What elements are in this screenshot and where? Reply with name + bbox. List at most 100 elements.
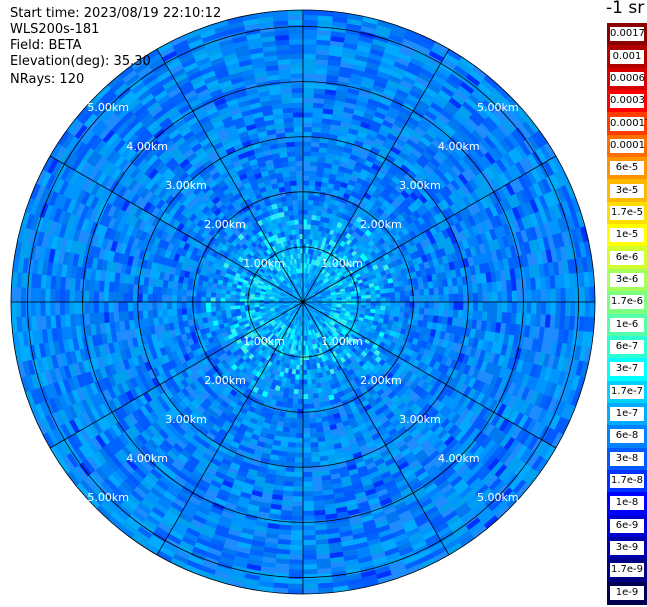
heatmap-cell <box>467 283 474 294</box>
heatmap-cell <box>195 295 202 303</box>
heatmap-cell <box>365 298 372 303</box>
heatmap-cell <box>429 294 435 303</box>
heatmap-cell <box>117 291 124 303</box>
heatmap-cell <box>161 286 168 296</box>
heatmap-cell <box>294 146 304 152</box>
heatmap-cell <box>302 423 310 429</box>
heatmap-cell <box>151 301 158 311</box>
heatmap-cell <box>293 121 304 128</box>
heatmap-cell <box>302 233 307 240</box>
heatmap-cell <box>310 146 320 153</box>
heatmap-cell <box>302 418 310 424</box>
heatmap-cell <box>181 307 188 315</box>
heatmap-cell <box>147 301 153 311</box>
heatmap-cell <box>132 292 139 303</box>
heatmap-cell <box>127 301 134 312</box>
heatmap-cell <box>302 389 309 395</box>
heatmap-cell <box>166 287 173 296</box>
heatmap-cell <box>302 442 311 449</box>
heatmap-cell <box>452 285 459 295</box>
heatmap-cell <box>310 456 321 463</box>
heatmap-cell <box>414 301 421 309</box>
heatmap-cell <box>294 150 304 157</box>
heatmap-cell <box>419 295 425 303</box>
heatmap-cell <box>220 305 226 311</box>
heatmap-cell <box>286 451 296 458</box>
heatmap-cell <box>291 398 299 405</box>
heatmap-cell <box>307 388 313 395</box>
heatmap-cell <box>443 294 450 303</box>
heatmap-cell <box>438 294 445 303</box>
heatmap-cell <box>295 228 300 235</box>
heatmap-cell <box>302 102 315 108</box>
heatmap-cell <box>190 307 197 314</box>
heatmap-cell <box>286 151 296 158</box>
heatmap-cell <box>458 293 464 303</box>
heatmap-cell <box>302 209 309 215</box>
heatmap-cell <box>224 297 231 303</box>
heatmap-cell <box>293 126 304 133</box>
heatmap-cell <box>288 432 297 439</box>
heatmap-cell <box>108 291 114 303</box>
heatmap-cell <box>190 301 197 309</box>
heatmap-cell <box>229 301 236 307</box>
heatmap-cell <box>428 288 435 296</box>
heatmap-cell <box>433 301 440 310</box>
heatmap-cell <box>302 116 314 123</box>
heatmap-cell <box>399 291 406 298</box>
heatmap-cell <box>289 417 298 424</box>
heatmap-cell <box>290 413 298 419</box>
heatmap-cell <box>487 301 494 313</box>
heatmap-cell <box>132 301 139 312</box>
heatmap-cell <box>302 369 308 376</box>
heatmap-cell <box>302 111 314 118</box>
heatmap-cell <box>302 496 314 502</box>
heatmap-cell <box>310 151 320 158</box>
heatmap-cell <box>297 199 304 206</box>
heatmap-cell <box>309 437 319 444</box>
heatmap-cell <box>302 189 310 196</box>
heatmap-cell <box>297 194 304 201</box>
heatmap-cell <box>289 175 298 182</box>
heatmap-cell <box>452 309 459 319</box>
heatmap-cell <box>443 301 450 311</box>
heatmap-cell <box>399 306 406 314</box>
heatmap-cell <box>302 471 313 478</box>
heatmap-cell <box>152 309 159 319</box>
heatmap-cell <box>302 364 307 371</box>
heatmap-cell <box>156 286 163 295</box>
heatmap-cell <box>302 155 312 162</box>
heatmap-cell <box>297 209 304 215</box>
heatmap-cell <box>215 305 221 312</box>
heatmap-cell <box>210 301 216 308</box>
heatmap-cell <box>294 447 304 454</box>
heatmap-cell <box>310 446 320 453</box>
heatmap-cell <box>103 301 109 313</box>
heatmap-cell <box>310 378 317 385</box>
heatmap-cell <box>290 185 298 191</box>
heatmap-cell <box>302 180 310 186</box>
heatmap-cell <box>408 284 415 292</box>
heatmap-cell <box>296 180 304 186</box>
heatmap-cell <box>307 393 314 400</box>
heatmap-cell <box>122 291 129 303</box>
heatmap-cell <box>309 170 318 177</box>
heatmap-cell <box>302 413 310 420</box>
heatmap-cell <box>295 165 304 172</box>
heatmap-cell <box>302 165 311 172</box>
heatmap-cell <box>308 422 317 429</box>
heatmap-cell <box>297 394 304 400</box>
heatmap-cell <box>292 481 304 488</box>
heatmap-cell <box>302 214 309 220</box>
heatmap-cell <box>161 294 168 303</box>
heatmap-cell <box>309 160 319 167</box>
heatmap-cell <box>152 285 159 295</box>
heatmap-cell <box>108 301 114 313</box>
heatmap-cell <box>394 291 401 298</box>
heatmap-cell <box>302 486 314 493</box>
heatmap-cell <box>423 288 430 297</box>
heatmap-cell <box>497 301 503 314</box>
heatmap-cell <box>309 427 317 434</box>
heatmap-cell <box>205 291 212 298</box>
